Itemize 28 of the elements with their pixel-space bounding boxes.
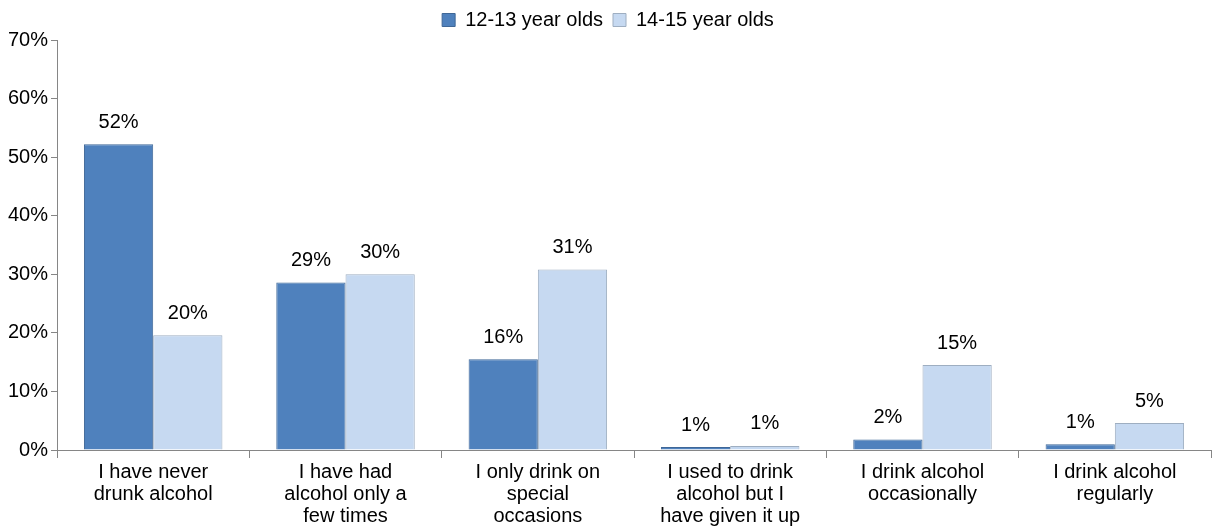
legend-label: 14-15 year olds (636, 7, 774, 30)
y-tick-label: 50% (8, 144, 49, 167)
legend-label: 12-13 year olds (465, 7, 604, 30)
data-label: 1% (681, 412, 711, 435)
data-label: 1% (750, 411, 780, 434)
x-tick-label: I drink alcohol regularly (1053, 459, 1177, 504)
data-label: 5% (1135, 388, 1165, 411)
y-tick-label: 40% (8, 203, 49, 226)
data-label: 2% (873, 404, 903, 427)
data-label: 1% (1065, 409, 1095, 432)
data-label: 31% (552, 235, 593, 258)
x-tick-label: I used to drink alcohol but I have given it up (660, 459, 801, 526)
data-label: 20% (167, 300, 209, 323)
x-tick-label: I have had alcohol only a few times (284, 459, 408, 526)
data-label: 15% (937, 330, 978, 353)
y-tick-label: 10% (8, 378, 49, 401)
y-tick-label: 60% (8, 86, 49, 109)
data-label: 30% (360, 239, 401, 262)
y-tick-label: 0% (19, 437, 49, 460)
data-label: 29% (290, 248, 332, 270)
y-tick-label: 30% (8, 261, 49, 284)
y-tick-label: 20% (8, 320, 49, 343)
y-tick-label: 70% (8, 27, 49, 50)
x-tick-label: I only drink on special occasions (475, 459, 601, 526)
data-label: 16% (483, 324, 524, 347)
data-label: 52% (98, 109, 139, 132)
x-tick-label: I drink alcohol occasionally (860, 459, 985, 504)
x-tick-label: I have never drunk alcohol (93, 459, 213, 504)
